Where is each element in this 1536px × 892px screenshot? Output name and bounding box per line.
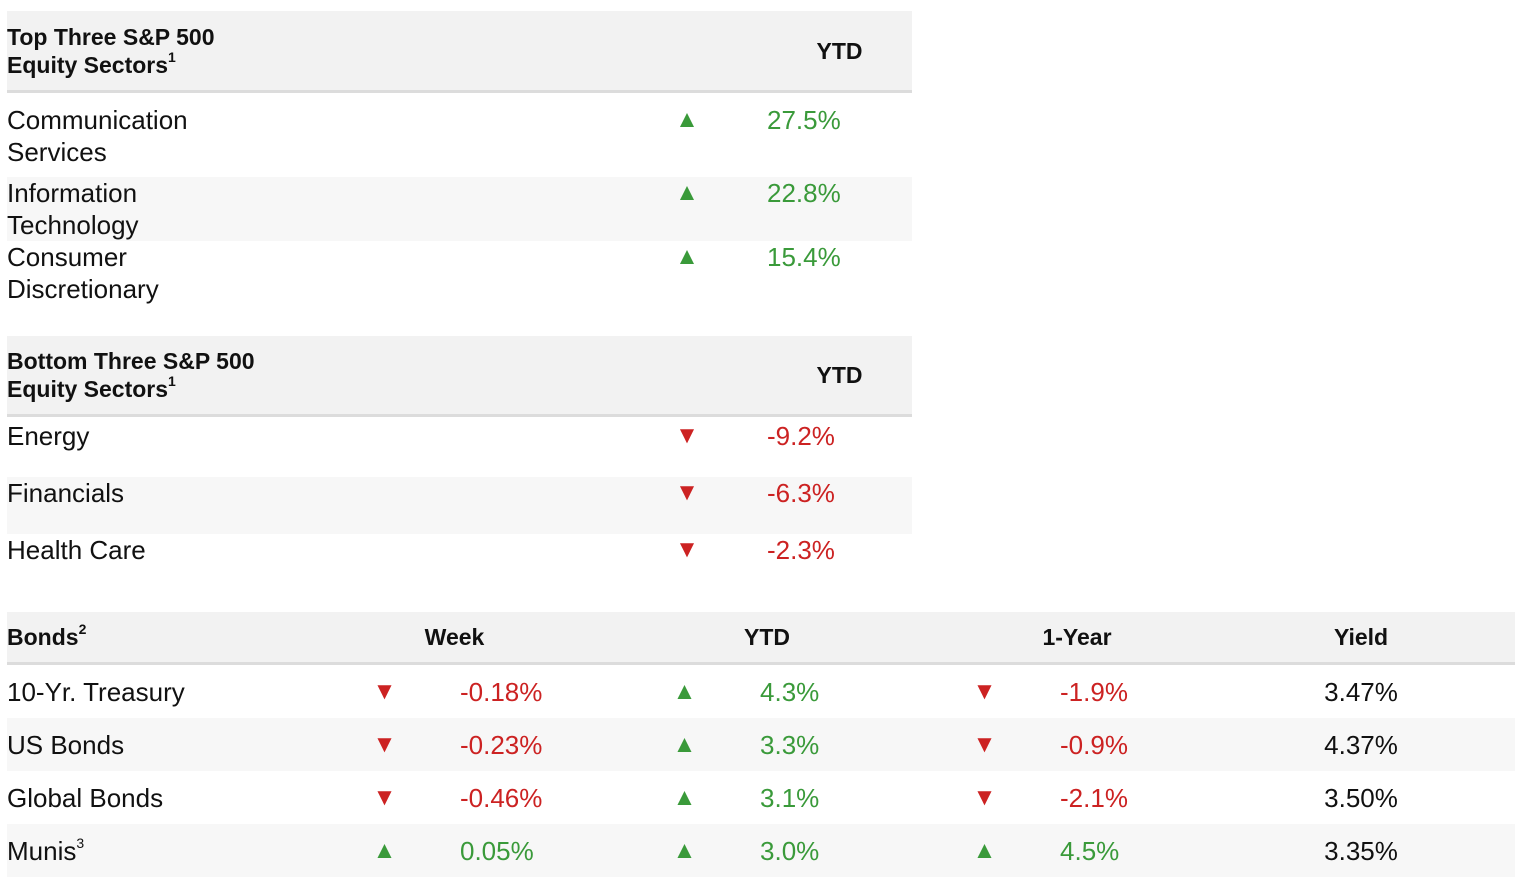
one-year-value: -2.1% xyxy=(1060,782,1128,813)
week-value: -0.23% xyxy=(422,718,648,771)
week-value: -0.18% xyxy=(460,676,543,707)
yield-value: 3.35% xyxy=(1247,824,1516,877)
sector-name-text: Energy xyxy=(7,421,90,451)
top-sectors-header: Top Three S&P 500 Equity Sectors1 YTD xyxy=(7,11,912,90)
yield-value: 3.50% xyxy=(1324,782,1398,813)
triangle-down-icon: ▼ xyxy=(972,677,997,705)
footnote-marker: 1 xyxy=(168,373,176,390)
triangle-down-icon: ▼ xyxy=(972,783,997,811)
sector-name: Communication Services xyxy=(7,104,647,177)
bond-name-text: Munis xyxy=(7,835,77,866)
footnote-marker: 1 xyxy=(168,48,176,65)
sector-name-text: Financials xyxy=(7,478,125,508)
week-value: 0.05% xyxy=(422,824,648,877)
sector-name-text: Consumer Discretionary xyxy=(7,242,159,304)
bond-name: Munis3 xyxy=(7,824,347,877)
sector-name-text: Information Technology xyxy=(7,178,139,240)
sector-name: Financials xyxy=(7,477,647,534)
footnote-marker: 3 xyxy=(76,834,85,851)
sector-name-text: Health Care xyxy=(7,535,146,565)
week-column-header: Week xyxy=(424,624,485,650)
triangle-down-icon: ▼ xyxy=(372,677,397,705)
bond-row: US Bonds ▼ -0.23% ▲ 3.3% ▼ -0.9% 4.37% xyxy=(7,718,1516,771)
triangle-down-icon: ▼ xyxy=(347,718,422,771)
ytd-value: -2.3% xyxy=(767,535,835,565)
yield-value: 3.47% xyxy=(1324,676,1398,707)
bond-name-text: US Bonds xyxy=(7,729,125,760)
ytd-column-header: YTD xyxy=(816,37,863,64)
sector-row: Consumer Discretionary ▲ 15.4% xyxy=(7,241,912,317)
triangle-down-icon: ▼ xyxy=(647,477,727,534)
ytd-value: -9.2% xyxy=(767,421,835,451)
one-year-value: 4.5% xyxy=(1022,824,1248,877)
triangle-up-icon: ▲ xyxy=(647,718,723,771)
yield-value: 4.37% xyxy=(1247,718,1516,771)
sector-name: Energy xyxy=(7,420,647,477)
triangle-down-icon: ▼ xyxy=(675,422,699,449)
triangle-up-icon: ▲ xyxy=(672,783,697,811)
bond-name-text: 10-Yr. Treasury xyxy=(7,676,185,707)
triangle-up-icon: ▲ xyxy=(947,824,1023,877)
bond-name-text: Global Bonds xyxy=(7,782,164,813)
top-sectors-table: Top Three S&P 500 Equity Sectors1 YTD xyxy=(7,11,912,93)
one-year-column-header: 1-Year xyxy=(1042,624,1112,650)
ytd-value: 3.3% xyxy=(722,718,948,771)
sector-name: Health Care xyxy=(7,534,647,594)
bonds-title: Bonds2 xyxy=(7,621,87,650)
week-value: -0.46% xyxy=(460,782,543,813)
top-sectors-title: Top Three S&P 500 Equity Sectors1 xyxy=(7,23,215,78)
sector-name-text: Communication Services xyxy=(7,105,188,167)
bond-row: Global Bonds ▼ -0.46% ▲ 3.1% ▼ -2.1% 3.50% xyxy=(7,771,1515,824)
bond-row: Munis3 ▲ 0.05% ▲ 3.0% ▲ 4.5% 3.35% xyxy=(7,824,1516,877)
sector-name: Consumer Discretionary xyxy=(7,241,647,317)
bond-name: 10-Yr. Treasury xyxy=(7,665,347,718)
bond-row: 10-Yr. Treasury ▼ -0.18% ▲ 4.3% ▼ -1.9% 3.47% xyxy=(7,665,1515,718)
triangle-up-icon: ▲ xyxy=(675,243,699,270)
ytd-column-header: YTD xyxy=(816,362,863,388)
triangle-up-icon: ▲ xyxy=(347,824,422,877)
triangle-up-icon: ▲ xyxy=(675,106,699,133)
triangle-up-icon: ▲ xyxy=(672,677,697,705)
sector-row: Financials ▼ -6.3% xyxy=(7,477,912,534)
ytd-value: 27.5% xyxy=(767,105,841,135)
one-year-value: -0.9% xyxy=(1022,718,1248,771)
triangle-up-icon: ▲ xyxy=(647,824,723,877)
sector-row: Energy ▼ -9.2% xyxy=(7,420,912,477)
bottom-sectors-table: Bottom Three S&P 500 Equity Sectors1 YTD xyxy=(7,336,912,417)
triangle-down-icon: ▼ xyxy=(372,783,397,811)
sector-name: Information Technology xyxy=(7,177,647,241)
sector-row: Information Technology ▲ 22.8% xyxy=(7,177,912,241)
ytd-value: -6.3% xyxy=(727,477,912,534)
bonds-table: Bonds2 Week YTD 1-Year Yield 10-Yr. Trea… xyxy=(7,612,1516,877)
ytd-column-header: YTD xyxy=(744,624,791,650)
sector-row: Health Care ▼ -2.3% xyxy=(7,534,912,594)
triangle-down-icon: ▼ xyxy=(947,718,1023,771)
bottom-sectors-header: Bottom Three S&P 500 Equity Sectors1 YTD xyxy=(7,336,912,414)
triangle-up-icon: ▲ xyxy=(647,177,727,241)
top-sectors-body: Communication Services ▲ 27.5% Information … xyxy=(7,104,912,317)
ytd-value: 3.0% xyxy=(722,824,948,877)
bond-name: US Bonds xyxy=(7,718,347,771)
one-year-value: -1.9% xyxy=(1060,676,1128,707)
ytd-value: 15.4% xyxy=(767,242,841,272)
yield-column-header: Yield xyxy=(1333,624,1389,650)
ytd-value: 4.3% xyxy=(760,676,820,707)
ytd-value: 22.8% xyxy=(727,177,912,241)
triangle-down-icon: ▼ xyxy=(675,536,699,563)
bottom-sectors-body: Energy ▼ -9.2% Financials ▼ -6.3% Health Care ▼… xyxy=(7,420,912,594)
ytd-value: 3.1% xyxy=(760,782,820,813)
bottom-sectors-title: Bottom Three S&P 500 Equity Sectors1 xyxy=(7,348,255,402)
footnote-marker: 2 xyxy=(78,621,87,638)
bonds-header: Bonds2 Week YTD 1-Year Yield xyxy=(7,612,1516,662)
bond-name: Global Bonds xyxy=(7,771,347,824)
sector-row: Communication Services ▲ 27.5% xyxy=(7,104,912,177)
